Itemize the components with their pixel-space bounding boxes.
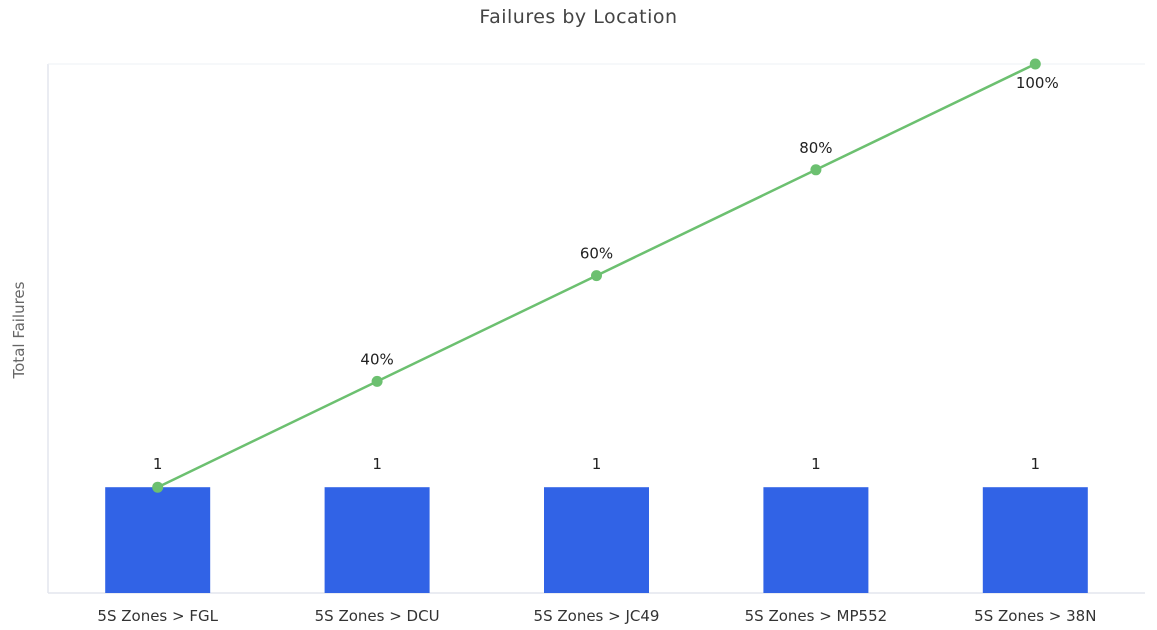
x-tick-label: 5S Zones > DCU — [315, 607, 440, 625]
bar — [105, 487, 211, 593]
bar — [324, 487, 430, 593]
cumulative-percent-label: 60% — [580, 245, 613, 263]
bar-value-label: 1 — [811, 455, 821, 473]
cumulative-point — [1029, 58, 1041, 70]
cumulative-percent-label: 80% — [799, 139, 832, 157]
x-tick-label: 5S Zones > FGL — [97, 607, 218, 625]
bar-value-label: 1 — [592, 455, 602, 473]
cumulative-point — [152, 481, 164, 493]
bar-value-label: 1 — [153, 455, 163, 473]
bar-value-label: 1 — [1031, 455, 1041, 473]
cumulative-point — [371, 375, 383, 387]
cumulative-point — [591, 270, 602, 282]
bar — [982, 487, 1088, 593]
bar — [544, 487, 649, 593]
cumulative-point — [810, 164, 822, 176]
x-tick-label: 5S Zones > MP552 — [745, 607, 888, 625]
x-tick-label: 5S Zones > JC49 — [534, 607, 660, 625]
bar — [763, 487, 869, 593]
cumulative-percent-label: 100% — [1016, 74, 1059, 92]
bar-value-label: 1 — [372, 455, 382, 473]
cumulative-percent-label: 40% — [360, 350, 393, 368]
chart-title: Failures by Location — [479, 6, 678, 28]
x-tick-label: 5S Zones > 38N — [974, 607, 1096, 625]
